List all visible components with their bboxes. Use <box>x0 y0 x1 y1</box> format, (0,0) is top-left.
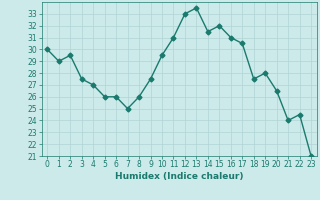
X-axis label: Humidex (Indice chaleur): Humidex (Indice chaleur) <box>115 172 244 181</box>
